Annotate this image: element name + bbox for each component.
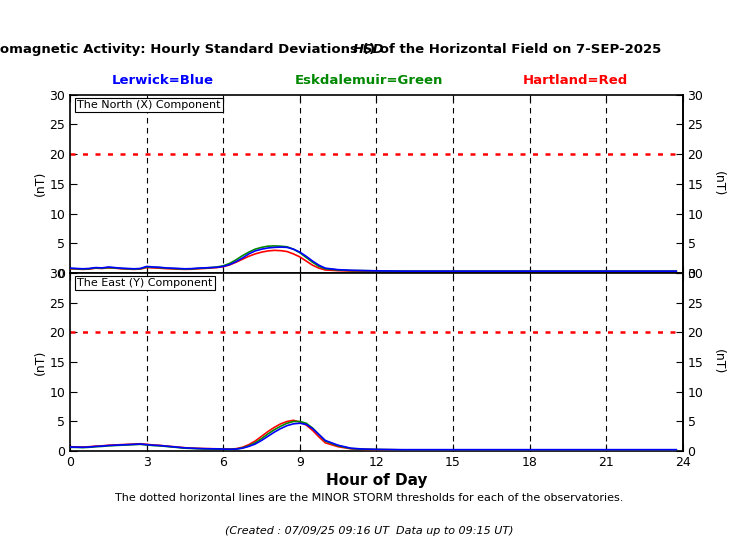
X-axis label: Hour of Day: Hour of Day xyxy=(325,473,427,488)
Y-axis label: (nT): (nT) xyxy=(711,171,725,197)
Y-axis label: (nT): (nT) xyxy=(34,349,46,375)
Text: Geomagnetic Activity: Hourly Standard Deviations (: Geomagnetic Activity: Hourly Standard De… xyxy=(0,43,369,56)
Text: ) of the Horizontal Field on 7-SEP-2025: ) of the Horizontal Field on 7-SEP-2025 xyxy=(369,43,661,56)
Text: The North (X) Component: The North (X) Component xyxy=(77,100,221,110)
Text: Hartland=Red: Hartland=Red xyxy=(523,74,628,87)
Text: The East (Y) Component: The East (Y) Component xyxy=(77,278,213,289)
Y-axis label: (nT): (nT) xyxy=(711,349,725,375)
Text: Eskdalemuir=Green: Eskdalemuir=Green xyxy=(294,74,444,87)
Text: (Created : 07/09/25 09:16 UT  Data up to 09:15 UT): (Created : 07/09/25 09:16 UT Data up to … xyxy=(225,526,513,536)
Text: Lerwick=Blue: Lerwick=Blue xyxy=(111,74,213,87)
Text: The dotted horizontal lines are the MINOR STORM thresholds for each of the obser: The dotted horizontal lines are the MINO… xyxy=(115,493,623,503)
Text: HSD: HSD xyxy=(354,43,384,56)
Y-axis label: (nT): (nT) xyxy=(34,171,46,197)
